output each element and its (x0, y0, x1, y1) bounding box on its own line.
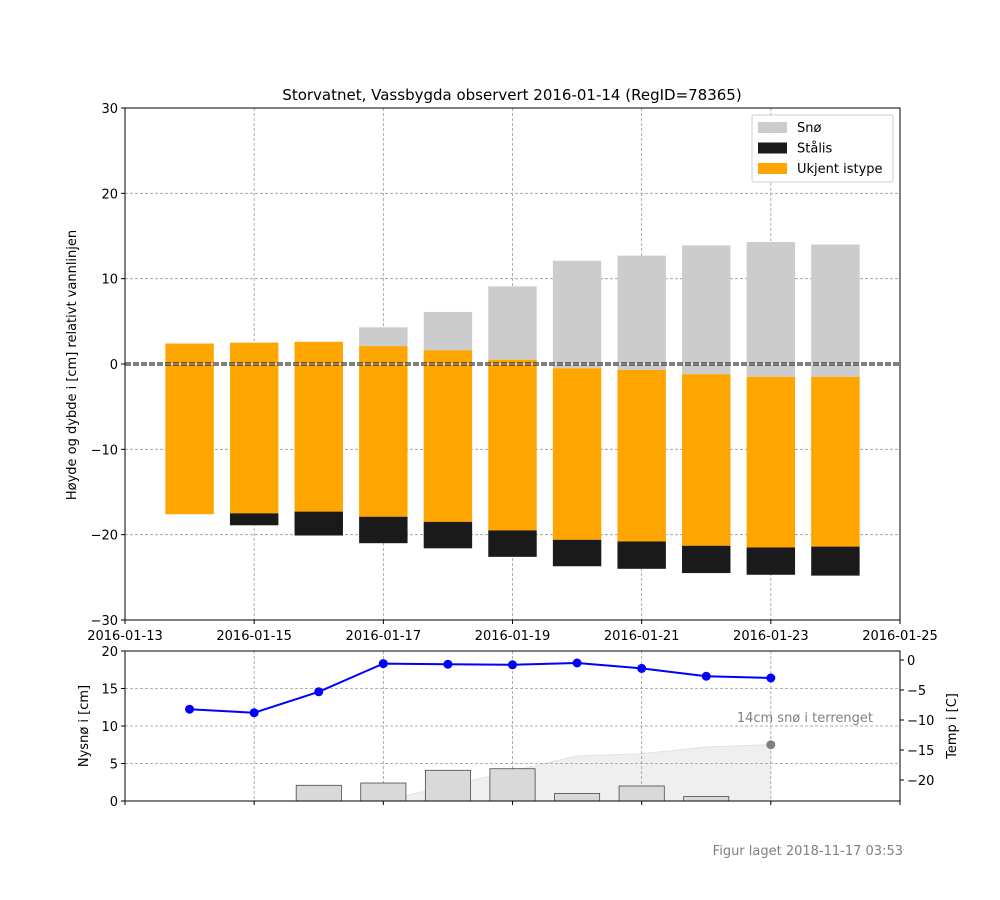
top-y-tick-label: −20 (91, 529, 118, 544)
temperature-series (185, 658, 776, 718)
snow-bar (488, 286, 537, 360)
bottom-x-ticks (124, 801, 901, 805)
terrain-snow-marker (766, 740, 776, 750)
black-ice-bar (552, 539, 602, 567)
unknown-ice-bar (229, 342, 279, 514)
unknown-ice-bar (682, 374, 731, 546)
black-ice-bar (682, 545, 731, 574)
temperature-point (185, 704, 195, 714)
legend-swatch (758, 163, 787, 174)
temperature-point (701, 671, 711, 681)
temperature-point (637, 663, 647, 673)
top-x-tick-label: 2016-01-19 (475, 629, 551, 644)
snow-bar (746, 241, 796, 377)
unknown-ice-bar (488, 359, 537, 531)
unknown-ice-bar (359, 346, 408, 517)
top-x-tick-label: 2016-01-15 (216, 629, 292, 644)
temperature-point (314, 687, 324, 697)
new-snow-bar (618, 785, 665, 802)
top-y-tick-label: −10 (91, 443, 118, 458)
black-ice-bar (294, 511, 343, 536)
new-snow-y-tick-label: 10 (101, 720, 118, 735)
new-snow-y-tick-label: 20 (101, 645, 118, 660)
top-y-tick-label: 10 (101, 273, 118, 288)
temp-y-ticks: 0 −5 −10 −15 −20 (900, 654, 934, 789)
unknown-ice-bar (165, 343, 214, 515)
unknown-ice-bar (423, 350, 473, 522)
temp-y-tick-label: −20 (907, 774, 934, 789)
black-ice-bar (229, 513, 279, 526)
top-y-ticks: −30 −20 −10 0 10 20 30 (91, 102, 125, 629)
new-snow-bars (295, 740, 776, 802)
unknown-ice-bar (811, 376, 860, 547)
temperature-point (443, 659, 453, 669)
top-x-tick-label: 2016-01-13 (87, 629, 163, 644)
temp-y-tick-label: −10 (907, 714, 934, 729)
waterline (125, 362, 900, 366)
legend-label: Ukjent istype (797, 162, 883, 177)
unknown-ice-bar (294, 341, 343, 512)
chart-title: Storvatnet, Vassbygda observert 2016-01-… (282, 86, 741, 104)
top-bars (165, 241, 860, 576)
snow-bar (811, 244, 860, 377)
figure-created-note: Figur laget 2018-11-17 03:53 (713, 844, 903, 859)
black-ice-bar (423, 521, 473, 549)
unknown-ice-bar (746, 376, 796, 548)
top-y-tick-label: 30 (101, 102, 118, 117)
top-x-tick-label: 2016-01-17 (346, 629, 422, 644)
temperature-line (189, 661, 771, 714)
black-ice-bar (617, 541, 666, 569)
snow-bar (359, 327, 408, 347)
top-y-tick-label: 20 (101, 187, 118, 202)
black-ice-bar (746, 547, 796, 575)
terrain-snow-annotation: 14cm snø i terrenget (737, 711, 873, 726)
legend-swatch (758, 122, 787, 133)
temperature-point (766, 673, 776, 683)
temperature-point (249, 708, 259, 718)
snow-bar (552, 260, 602, 369)
top-y-tick-label: 0 (110, 358, 118, 373)
temp-y-axis-label: Temp i [C] (945, 693, 960, 760)
new-snow-y-tick-label: 5 (110, 758, 118, 773)
new-snow-y-ticks: 0 5 10 15 20 (101, 645, 125, 810)
unknown-ice-bar (617, 369, 666, 542)
top-x-tick-label: 2016-01-23 (733, 629, 809, 644)
black-ice-bar (359, 516, 408, 544)
new-snow-bar (554, 793, 601, 802)
snow-bar (617, 255, 666, 370)
new-snow-bar (424, 769, 471, 802)
temp-y-tick-label: −15 (907, 744, 934, 759)
top-x-ticks: 2016-01-13 2016-01-15 2016-01-17 2016-01-19… (87, 620, 938, 644)
black-ice-bar (488, 530, 537, 557)
new-snow-bar (360, 782, 407, 802)
temperature-point (572, 658, 582, 668)
legend-label: Stålis (797, 142, 833, 157)
temp-y-tick-label: 0 (907, 654, 915, 669)
top-x-tick-label: 2016-01-21 (604, 629, 680, 644)
top-x-tick-label: 2016-01-25 (862, 629, 938, 644)
unknown-ice-bar (552, 368, 602, 540)
new-snow-y-tick-label: 15 (101, 683, 118, 698)
temperature-point (378, 659, 388, 669)
black-ice-bar (811, 546, 860, 576)
new-snow-bar (295, 784, 342, 802)
new-snow-bar (489, 768, 536, 802)
temp-y-tick-label: −5 (907, 684, 926, 699)
snow-bar (423, 311, 473, 351)
legend-swatch (758, 142, 787, 154)
snow-bar (682, 245, 731, 375)
new-snow-bar (683, 796, 730, 802)
top-y-tick-label: −30 (91, 614, 118, 629)
legend-box (751, 114, 894, 183)
legend-label: Snø (797, 121, 821, 136)
top-y-axis-label: Høyde og dybde i [cm] relativt vannlinje… (65, 230, 80, 500)
temperature-point (508, 660, 517, 670)
new-snow-y-tick-label: 0 (110, 795, 118, 810)
new-snow-y-axis-label: Nysnø i [cm] (77, 685, 92, 767)
legend: Snø Stålis Ukjent istype (751, 114, 894, 183)
